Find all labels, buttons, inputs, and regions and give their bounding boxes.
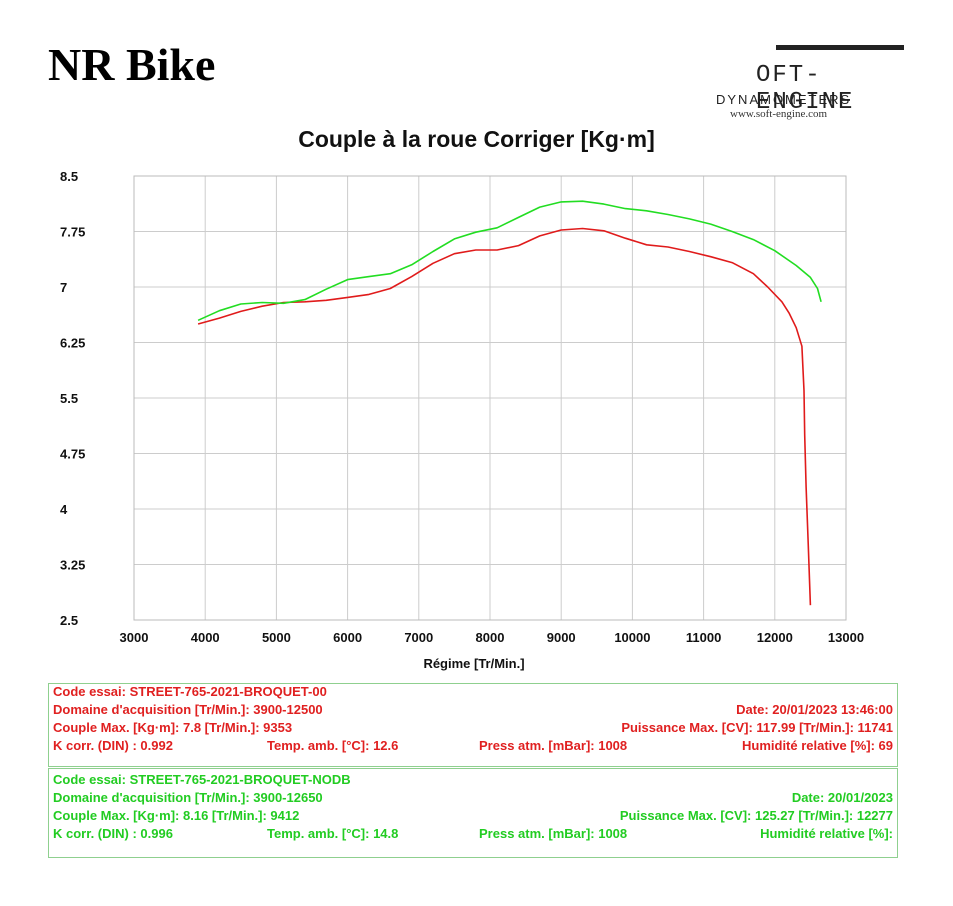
- x-tick-label-10: 13000: [828, 630, 864, 645]
- x-tick-label-3: 6000: [333, 630, 362, 645]
- y-tick-label-7: 3.25: [60, 558, 85, 573]
- x-tick-label-9: 12000: [757, 630, 793, 645]
- run-2-press: Press atm. [mBar]: 1008: [479, 826, 628, 841]
- series-line-2: [197, 200, 822, 322]
- x-tick-label-8: 11000: [686, 630, 721, 645]
- run-2-info-box: Code essai: STREET-765-2021-BROQUET-NODB…: [48, 768, 898, 858]
- y-tick-label-6: 4: [60, 502, 68, 517]
- run-1-domain: Domaine d'acquisition [Tr/Min.]: 3900-12…: [53, 702, 323, 717]
- run-2-kcorr: K corr. (DIN) : 0.996: [53, 826, 173, 841]
- run-2-date: Date: 20/01/2023: [791, 790, 893, 805]
- y-tick-labels: 8.5 7.75 7 6.25 5.5 4.75 4 3.25 2.5: [60, 169, 85, 628]
- logo-bar: [776, 45, 904, 50]
- x-tick-label-0: 3000: [120, 630, 149, 645]
- x-tick-label-4: 7000: [404, 630, 433, 645]
- y-tick-label-4: 5.5: [60, 391, 78, 406]
- logo-subtitle: DYNAMOMETERS: [716, 92, 852, 107]
- run-1-press: Press atm. [mBar]: 1008: [479, 738, 628, 753]
- y-tick-label-8: 2.5: [60, 613, 78, 628]
- x-tick-labels: 3000 4000 5000 6000 7000 8000 9000 10000 11000 12…: [120, 630, 865, 645]
- y-tick-label-0: 8.5: [60, 169, 78, 184]
- run-2-temp: Temp. amb. [°C]: 14.8: [267, 826, 399, 841]
- x-axis-label: Régime [Tr/Min.]: [423, 656, 524, 671]
- x-tick-label-7: 10000: [614, 630, 650, 645]
- run-1-temp: Temp. amb. [°C]: 12.6: [267, 738, 399, 753]
- run-2-torque: Couple Max. [Kg·m]: 8.16 [Tr/Min.]: 9412: [53, 808, 300, 823]
- run-1-humidity: Humidité relative [%]: 69: [742, 738, 893, 753]
- y-tick-label-1: 7.75: [60, 225, 85, 240]
- run-2-power: Puissance Max. [CV]: 125.27 [Tr/Min.]: 1…: [619, 808, 893, 823]
- run-1-kcorr: K corr. (DIN) : 0.992: [53, 738, 173, 753]
- brand-title: NR Bike: [48, 39, 216, 90]
- run-2-humidity: Humidité relative [%]:: [760, 826, 893, 841]
- x-tick-label-6: 9000: [547, 630, 576, 645]
- series-line-1: [197, 227, 812, 606]
- soft-engine-logo: OFT-ENGINE DYNAMOMETERS www.soft-engine.…: [716, 42, 906, 122]
- plot-frame: [133, 175, 847, 621]
- torque-chart: 3000 4000 5000 6000 7000 8000 9000 10000 11000 12…: [60, 169, 865, 671]
- y-tick-label-3: 6.25: [60, 336, 85, 351]
- x-tick-label-2: 5000: [262, 630, 291, 645]
- run-2-code: Code essai: STREET-765-2021-BROQUET-NODB: [53, 772, 351, 787]
- y-tick-label-5: 4.75: [60, 447, 85, 462]
- logo-name: OFT-ENGINE: [756, 62, 855, 116]
- logo-url: www.soft-engine.com: [730, 108, 828, 120]
- run-1-info-box: Code essai: STREET-765-2021-BROQUET-00 D…: [48, 683, 898, 767]
- run-1-code: Code essai: STREET-765-2021-BROQUET-00: [53, 684, 327, 699]
- chart-series: [197, 200, 822, 606]
- x-tick-label-5: 8000: [476, 630, 505, 645]
- run-2-domain: Domaine d'acquisition [Tr/Min.]: 3900-12…: [53, 790, 323, 805]
- chart-title: Couple à la roue Corriger [Kg·m]: [298, 126, 655, 152]
- y-tick-label-2: 7: [60, 280, 67, 295]
- run-1-date: Date: 20/01/2023 13:46:00: [736, 702, 893, 717]
- run-1-power: Puissance Max. [CV]: 117.99 [Tr/Min.]: 1…: [621, 720, 893, 735]
- run-1-torque: Couple Max. [Kg·m]: 7.8 [Tr/Min.]: 9353: [53, 720, 293, 735]
- chart-grid: [133, 175, 847, 621]
- x-tick-label-1: 4000: [191, 630, 220, 645]
